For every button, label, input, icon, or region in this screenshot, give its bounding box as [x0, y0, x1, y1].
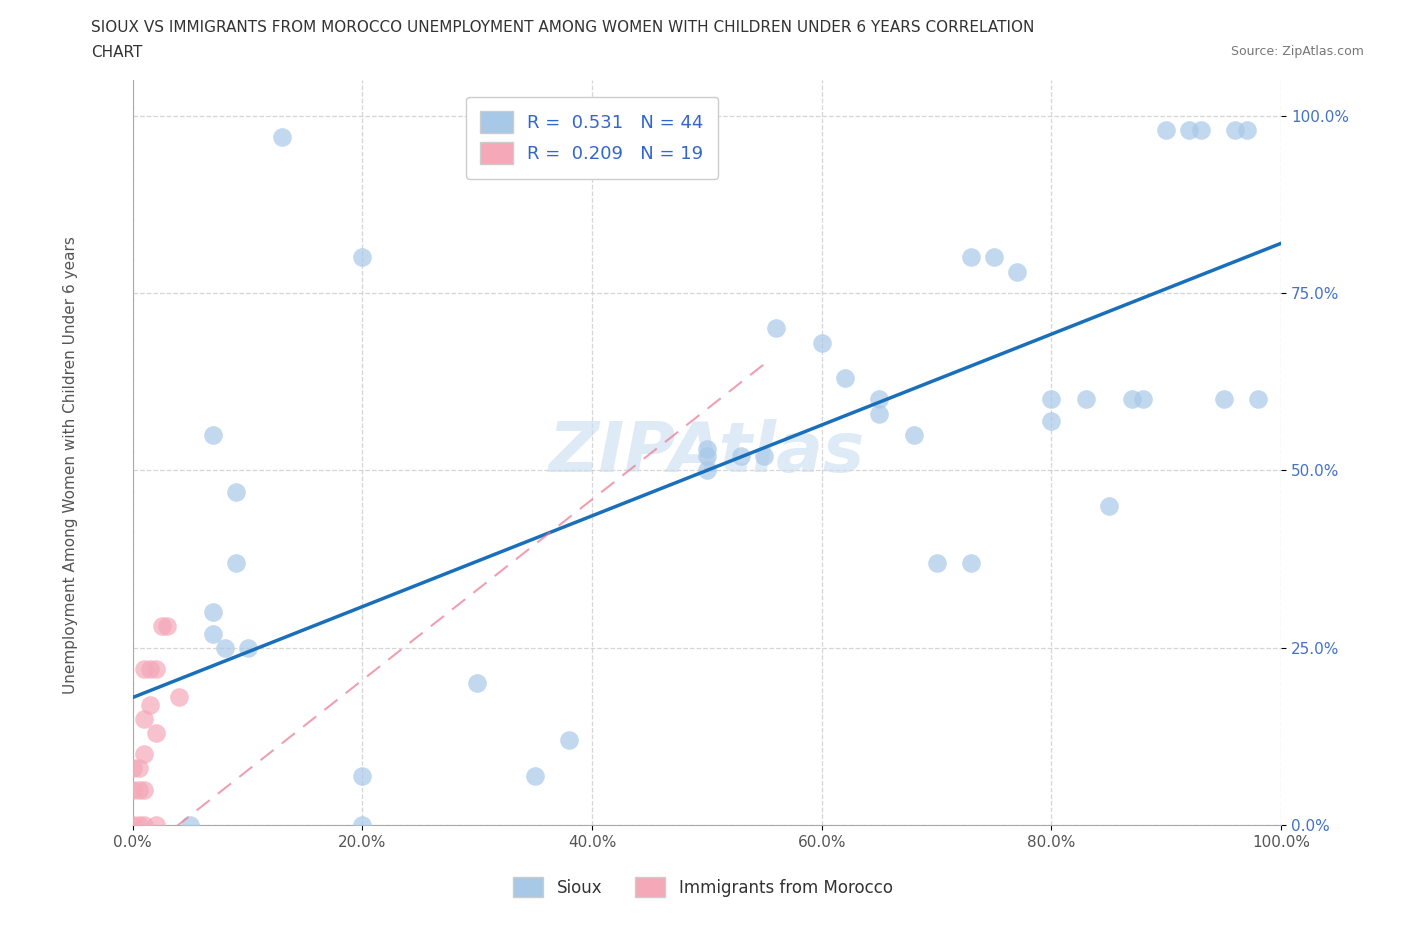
- Point: [1247, 392, 1270, 406]
- Point: [167, 690, 190, 705]
- Point: [925, 555, 948, 570]
- Point: [156, 619, 179, 634]
- Point: [128, 761, 150, 776]
- Point: [1040, 392, 1063, 406]
- Point: [134, 661, 156, 676]
- Point: [121, 782, 143, 797]
- Point: [1212, 392, 1234, 406]
- Point: [121, 817, 143, 832]
- Point: [214, 641, 236, 656]
- Point: [145, 661, 167, 676]
- Point: [868, 392, 890, 406]
- Point: [134, 782, 156, 797]
- Point: [1189, 123, 1212, 138]
- Point: [121, 761, 143, 776]
- Point: [868, 406, 890, 421]
- Point: [225, 555, 247, 570]
- Point: [271, 129, 294, 144]
- Point: [1040, 413, 1063, 428]
- Point: [834, 371, 856, 386]
- Point: [134, 747, 156, 762]
- Point: [1154, 123, 1177, 138]
- Point: [202, 428, 225, 443]
- Point: [960, 555, 983, 570]
- Point: [145, 725, 167, 740]
- Point: [1005, 264, 1028, 279]
- Point: [139, 698, 162, 712]
- Point: [983, 250, 1005, 265]
- Point: [696, 463, 718, 478]
- Point: [1121, 392, 1143, 406]
- Point: [960, 250, 983, 265]
- Point: [352, 817, 374, 832]
- Point: [754, 449, 776, 464]
- Point: [810, 335, 832, 350]
- Point: [352, 768, 374, 783]
- Point: [128, 817, 150, 832]
- Point: [696, 442, 718, 457]
- Point: [903, 428, 925, 443]
- Point: [202, 604, 225, 619]
- Point: [202, 626, 225, 641]
- Point: [558, 733, 581, 748]
- Point: [236, 641, 259, 656]
- Point: [1236, 123, 1258, 138]
- Point: [1132, 392, 1154, 406]
- Point: [145, 817, 167, 832]
- Point: [765, 321, 787, 336]
- Text: SIOUX VS IMMIGRANTS FROM MOROCCO UNEMPLOYMENT AMONG WOMEN WITH CHILDREN UNDER 6 : SIOUX VS IMMIGRANTS FROM MOROCCO UNEMPLO…: [91, 20, 1035, 35]
- Point: [1074, 392, 1097, 406]
- Point: [134, 711, 156, 726]
- Point: [150, 619, 173, 634]
- Point: [225, 485, 247, 499]
- Text: CHART: CHART: [91, 45, 143, 60]
- Point: [128, 782, 150, 797]
- Text: Source: ZipAtlas.com: Source: ZipAtlas.com: [1230, 45, 1364, 58]
- Legend: R =  0.531   N = 44, R =  0.209   N = 19: R = 0.531 N = 44, R = 0.209 N = 19: [465, 97, 718, 179]
- Text: ZIPAtlas: ZIPAtlas: [548, 419, 865, 486]
- Point: [1098, 498, 1121, 513]
- Legend: Sioux, Immigrants from Morocco: Sioux, Immigrants from Morocco: [501, 864, 905, 910]
- Point: [139, 661, 162, 676]
- Point: [465, 676, 488, 691]
- Point: [1223, 123, 1246, 138]
- Point: [1178, 123, 1201, 138]
- Point: [523, 768, 546, 783]
- Point: [352, 250, 374, 265]
- Point: [730, 449, 752, 464]
- Point: [696, 449, 718, 464]
- Point: [179, 817, 201, 832]
- Text: Unemployment Among Women with Children Under 6 years: Unemployment Among Women with Children U…: [63, 236, 79, 694]
- Point: [134, 817, 156, 832]
